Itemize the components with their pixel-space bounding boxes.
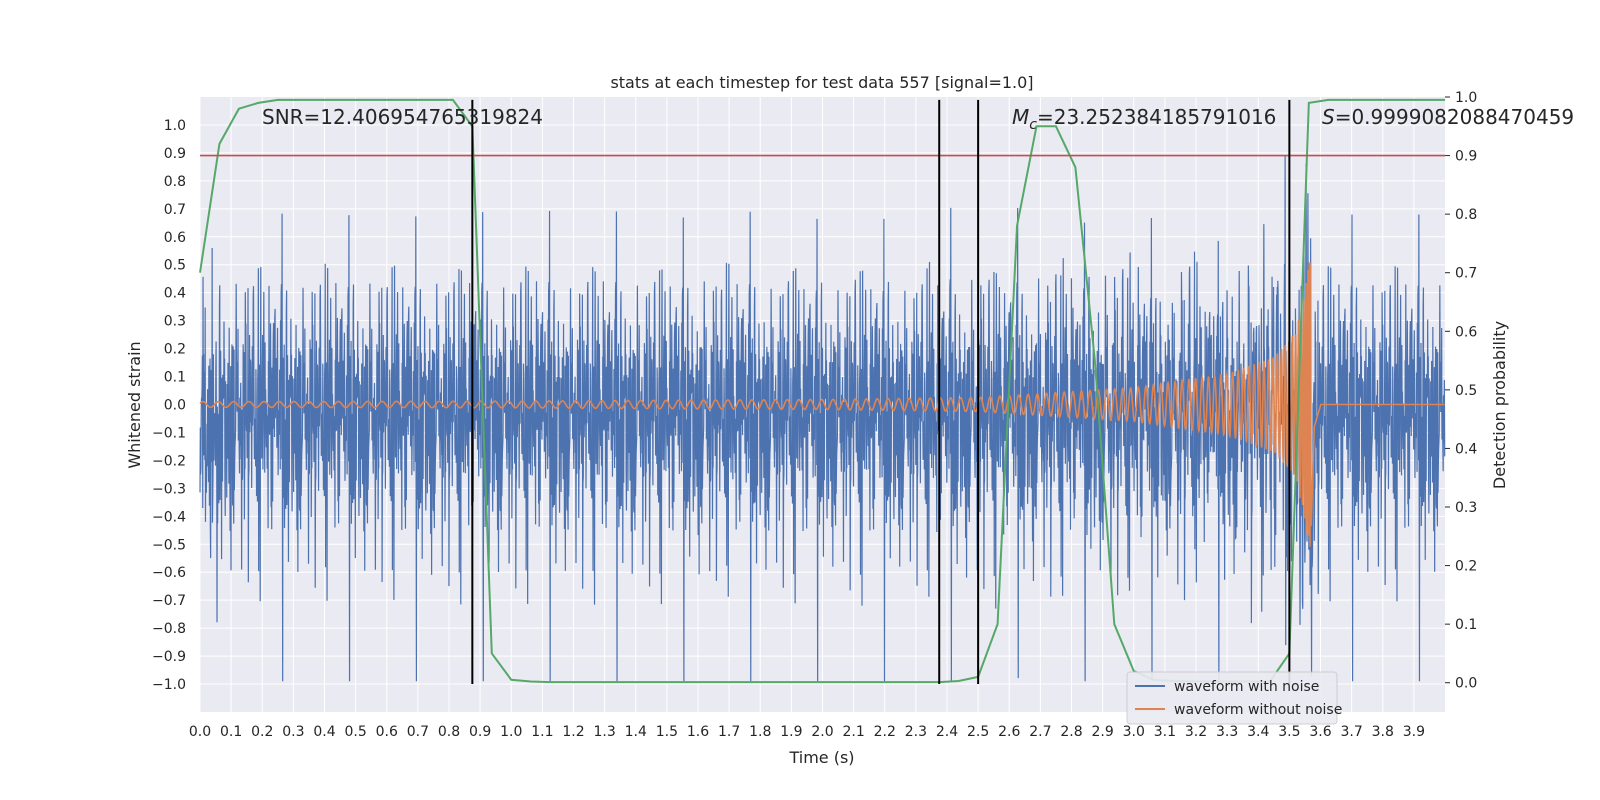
chirp-mass-value: =23.252384185791016 bbox=[1037, 105, 1276, 129]
legend-label-noise: waveform with noise bbox=[1174, 679, 1319, 695]
y-right-axis-label: Detection probability bbox=[1490, 321, 1509, 489]
y-right-tick-label: 0.8 bbox=[1455, 207, 1477, 223]
x-tick-label: 1.2 bbox=[562, 724, 584, 740]
y-right-tick-label: 1.0 bbox=[1455, 90, 1477, 106]
x-tick-label: 1.8 bbox=[749, 724, 771, 740]
x-tick-label: 3.0 bbox=[1123, 724, 1145, 740]
x-tick-label: 3.5 bbox=[1278, 724, 1300, 740]
chirp-mass-subscript: c bbox=[1029, 117, 1037, 133]
x-tick-label: 1.9 bbox=[780, 724, 802, 740]
y-right-tick-label: 0.6 bbox=[1455, 324, 1477, 340]
x-tick-label: 3.4 bbox=[1247, 724, 1269, 740]
y-right-tick-label: 0.9 bbox=[1455, 149, 1477, 165]
vertical-markers bbox=[471, 99, 1291, 685]
clean-line bbox=[199, 262, 1445, 547]
x-tick-label: 0.0 bbox=[189, 724, 211, 740]
x-tick-label: 0.2 bbox=[251, 724, 273, 740]
y-right-tick-label: 0.4 bbox=[1455, 441, 1477, 457]
y-tick-label: −0.9 bbox=[152, 649, 186, 665]
y-axis-ticks: 1.0 0.9 0.8 0.7 0.6 0.5 0.4 0.3 0.2 0.1 0.0 −0.1 −0.… bbox=[152, 118, 186, 693]
y-tick-label: 1.0 bbox=[164, 118, 186, 134]
y-right-tick-label: 0.3 bbox=[1455, 500, 1477, 516]
series-waveform-without-noise bbox=[199, 262, 1445, 547]
x-tick-label: 2.2 bbox=[874, 724, 896, 740]
chirp-mass-symbol: M bbox=[1012, 105, 1029, 129]
y-tick-label: −0.2 bbox=[152, 453, 186, 469]
x-tick-label: 3.3 bbox=[1216, 724, 1238, 740]
x-tick-label: 2.4 bbox=[936, 724, 958, 740]
y-right-tick-label: 0.7 bbox=[1455, 266, 1477, 282]
x-tick-label: 0.3 bbox=[282, 724, 304, 740]
x-tick-label: 0.9 bbox=[469, 724, 491, 740]
score-symbol: S bbox=[1322, 105, 1335, 129]
x-tick-label: 1.6 bbox=[687, 724, 709, 740]
y-tick-label: −0.5 bbox=[152, 537, 186, 553]
x-tick-label: 2.5 bbox=[967, 724, 989, 740]
x-tick-label: 3.6 bbox=[1309, 724, 1331, 740]
x-tick-label: 1.1 bbox=[531, 724, 553, 740]
chart-title: stats at each timestep for test data 557… bbox=[610, 73, 1033, 92]
x-axis-label: Time (s) bbox=[788, 748, 854, 767]
y-tick-label: 0.6 bbox=[164, 230, 186, 246]
y-right-tick-label: 0.0 bbox=[1455, 676, 1477, 692]
y-tick-label: −0.4 bbox=[152, 509, 186, 525]
x-tick-label: 1.0 bbox=[500, 724, 522, 740]
y-tick-label: 0.7 bbox=[164, 202, 186, 218]
y-axis-label: Whitened strain bbox=[125, 341, 144, 468]
y-tick-label: −1.0 bbox=[152, 677, 186, 693]
legend-box bbox=[1126, 671, 1338, 725]
x-tick-label: 0.8 bbox=[438, 724, 460, 740]
x-tick-label: 2.9 bbox=[1091, 724, 1113, 740]
x-tick-label: 3.7 bbox=[1340, 724, 1362, 740]
y-right-tick-label: 0.1 bbox=[1455, 617, 1477, 633]
x-tick-label: 2.8 bbox=[1060, 724, 1082, 740]
score-value: =0.9999082088470459 bbox=[1335, 105, 1574, 129]
x-tick-label: 3.2 bbox=[1185, 724, 1207, 740]
chirp-mass-annotation: Mc=23.252384185791016 bbox=[1012, 105, 1276, 133]
x-tick-label: 3.1 bbox=[1154, 724, 1176, 740]
x-tick-label: 0.4 bbox=[313, 724, 335, 740]
y-tick-label: −0.7 bbox=[152, 593, 186, 609]
y-tick-label: 0.8 bbox=[164, 174, 186, 190]
y-tick-label: 0.2 bbox=[164, 342, 186, 358]
legend-label-clean: waveform without noise bbox=[1174, 702, 1342, 718]
x-tick-label: 2.7 bbox=[1029, 724, 1051, 740]
snr-annotation: SNR=12.406954765319824 bbox=[262, 105, 543, 129]
x-tick-label: 1.4 bbox=[625, 724, 647, 740]
y-tick-label: −0.3 bbox=[152, 481, 186, 497]
y-tick-label: 0.1 bbox=[164, 370, 186, 386]
y-right-axis-ticks: 1.0 0.9 0.8 0.7 0.6 0.5 0.4 0.3 0.2 0.1 0.0 bbox=[1445, 90, 1477, 692]
x-tick-label: 3.9 bbox=[1403, 724, 1425, 740]
x-tick-label: 2.0 bbox=[811, 724, 833, 740]
x-tick-label: 0.7 bbox=[407, 724, 429, 740]
y-tick-label: 0.5 bbox=[164, 258, 186, 274]
y-tick-label: 0.9 bbox=[164, 146, 186, 162]
x-tick-label: 1.5 bbox=[656, 724, 678, 740]
y-tick-label: 0.3 bbox=[164, 314, 186, 330]
y-tick-label: −0.6 bbox=[152, 565, 186, 581]
x-tick-label: 1.3 bbox=[593, 724, 615, 740]
score-annotation: S=0.9999082088470459 bbox=[1322, 105, 1574, 129]
x-axis-ticks: 0.0 0.1 0.2 0.3 0.4 0.5 0.6 0.7 0.8 0.9 1.0 1.1 1.2 1… bbox=[189, 724, 1425, 740]
x-tick-label: 2.3 bbox=[905, 724, 927, 740]
y-right-tick-label: 0.5 bbox=[1455, 383, 1477, 399]
x-tick-label: 0.6 bbox=[376, 724, 398, 740]
y-tick-label: −0.1 bbox=[152, 425, 186, 441]
x-tick-label: 2.1 bbox=[842, 724, 864, 740]
y-right-tick-label: 0.2 bbox=[1455, 559, 1477, 575]
x-tick-label: 3.8 bbox=[1372, 724, 1394, 740]
x-tick-label: 0.1 bbox=[220, 724, 242, 740]
y-tick-label: −0.8 bbox=[152, 621, 186, 637]
y-tick-label: 0.0 bbox=[164, 398, 186, 414]
x-tick-label: 2.6 bbox=[998, 724, 1020, 740]
x-tick-label: 1.7 bbox=[718, 724, 740, 740]
legend: waveform with noise waveform without noi… bbox=[1126, 671, 1342, 725]
x-tick-label: 0.5 bbox=[344, 724, 366, 740]
y-tick-label: 0.4 bbox=[164, 286, 186, 302]
